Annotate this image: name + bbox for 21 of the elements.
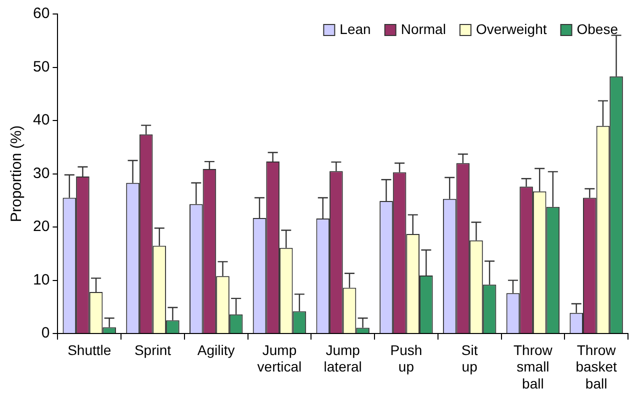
x-tick-label: Sit up	[461, 342, 478, 375]
y-tick-label: 60	[32, 5, 50, 22]
legend-label: Obese	[576, 20, 618, 37]
y-tick-label: 20	[32, 218, 50, 236]
x-tick-label: Shuttle	[68, 342, 112, 358]
legend-label: Lean	[340, 20, 371, 37]
x-tick-label: Jump vertical	[257, 342, 302, 375]
y-tick-label: 10	[32, 271, 50, 288]
x-tick-label: Agility	[197, 342, 235, 358]
y-tick-label: 40	[32, 112, 50, 129]
x-tick-label: Push up	[390, 342, 422, 375]
y-tick-label: 30	[32, 164, 50, 182]
x-tick-label: Sprint	[134, 342, 172, 358]
x-tick-label: Jump lateral	[324, 342, 362, 375]
y-axis-title: Proportion (%)	[8, 125, 26, 222]
y-tick-label: 0	[41, 324, 50, 342]
x-tick-label: Throw basket ball	[576, 342, 618, 392]
y-tick-label: 50	[32, 58, 50, 76]
legend-label: Overweight	[476, 20, 547, 37]
legend-label: Normal	[400, 20, 446, 37]
x-tick-label: Throw small ball	[513, 342, 554, 392]
